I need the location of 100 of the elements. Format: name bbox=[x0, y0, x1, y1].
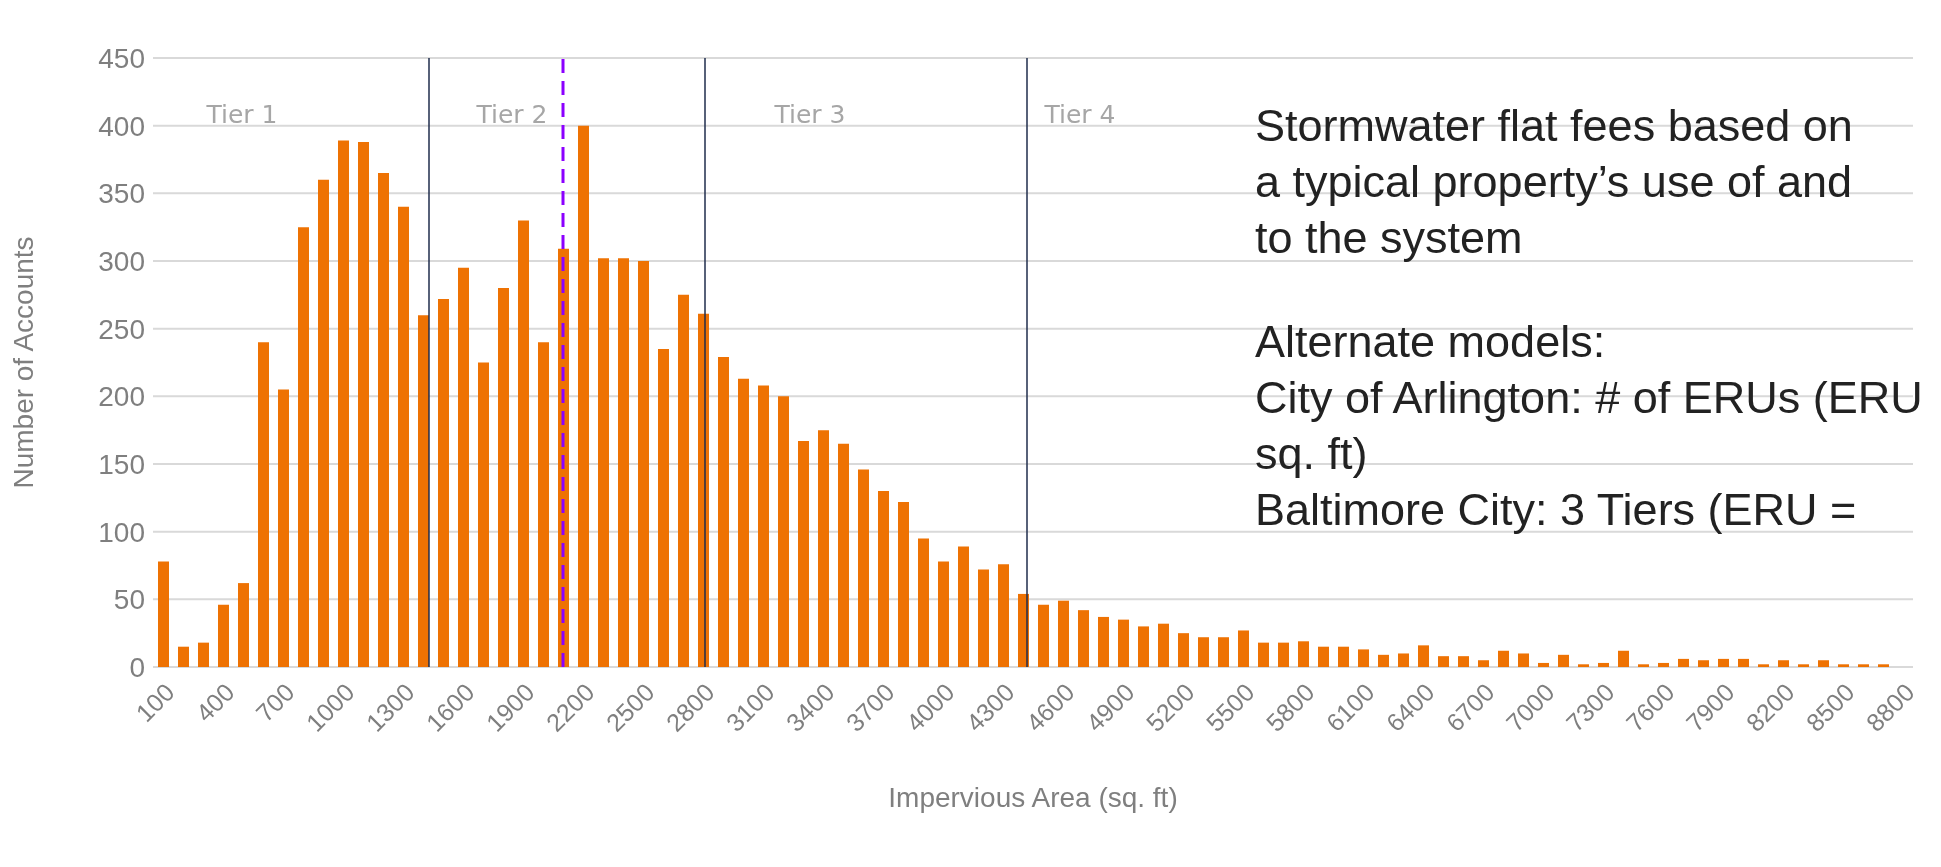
y-tick-label: 400 bbox=[98, 110, 145, 142]
bar bbox=[1618, 650, 1629, 667]
bar bbox=[1858, 664, 1869, 667]
bar bbox=[178, 646, 189, 667]
bar bbox=[798, 440, 809, 667]
bar bbox=[578, 125, 589, 667]
bar bbox=[1138, 626, 1149, 667]
bar bbox=[938, 561, 949, 667]
bar bbox=[1818, 660, 1829, 667]
x-tick-label: 700 bbox=[250, 677, 300, 728]
bar bbox=[1098, 616, 1109, 667]
bar bbox=[1078, 610, 1089, 667]
bar bbox=[1578, 664, 1589, 667]
bar bbox=[738, 378, 749, 667]
bar bbox=[1158, 623, 1169, 667]
bar bbox=[1538, 662, 1549, 667]
bar bbox=[538, 342, 549, 667]
bar bbox=[358, 141, 369, 667]
y-tick-label: 200 bbox=[98, 381, 145, 413]
y-tick-label: 350 bbox=[98, 178, 145, 210]
bar bbox=[1438, 656, 1449, 667]
bar bbox=[598, 258, 609, 667]
bar bbox=[338, 140, 349, 667]
y-tick-label: 150 bbox=[98, 448, 145, 480]
x-axis-title: Impervious Area (sq. ft) bbox=[888, 782, 1178, 813]
bar bbox=[158, 561, 169, 667]
annotation: Tier 2 bbox=[475, 100, 549, 129]
bar bbox=[298, 227, 309, 667]
bar bbox=[1458, 656, 1469, 667]
annotation: Stormwater flat fees based on a typical property’s use of and to the system bbox=[1255, 99, 1854, 265]
bar bbox=[438, 298, 449, 667]
bar bbox=[238, 583, 249, 667]
annotation: Tier 1 bbox=[205, 100, 279, 129]
bar bbox=[1718, 658, 1729, 667]
bar bbox=[898, 501, 909, 667]
bar bbox=[478, 362, 489, 667]
bar bbox=[1038, 604, 1049, 667]
bar bbox=[398, 206, 409, 667]
bar bbox=[1278, 642, 1289, 667]
bar bbox=[218, 604, 229, 667]
y-tick-label: 300 bbox=[98, 245, 145, 277]
x-tick-label: 400 bbox=[190, 677, 240, 728]
bar bbox=[1318, 646, 1329, 667]
bar bbox=[658, 348, 669, 667]
bar bbox=[638, 261, 649, 667]
bar bbox=[1178, 633, 1189, 667]
bar bbox=[1558, 654, 1569, 667]
bar bbox=[1418, 645, 1429, 667]
y-tick-label: 450 bbox=[98, 42, 145, 74]
y-tick-label: 100 bbox=[98, 516, 145, 548]
bar bbox=[1738, 658, 1749, 667]
bar bbox=[1518, 653, 1529, 667]
bar bbox=[278, 389, 289, 667]
bar bbox=[878, 491, 889, 667]
bar bbox=[1338, 646, 1349, 667]
bar bbox=[1198, 637, 1209, 667]
bar bbox=[1058, 600, 1069, 667]
bar bbox=[1398, 653, 1409, 667]
bar bbox=[1598, 662, 1609, 667]
y-tick-label: 50 bbox=[113, 584, 145, 616]
annotation: Tier 3 bbox=[773, 100, 847, 129]
bar bbox=[678, 294, 689, 667]
bar bbox=[1798, 664, 1809, 667]
bar bbox=[918, 538, 929, 667]
bar bbox=[458, 267, 469, 667]
bar bbox=[1218, 637, 1229, 667]
annotation: Tier 4 bbox=[1043, 100, 1117, 129]
bar bbox=[1258, 642, 1269, 667]
bar bbox=[858, 469, 869, 667]
annotation: Alternate models: City of Arlington: # of ERUs (ERU sq. ft) Baltimore City: 3 Tiers (ERU = bbox=[1255, 315, 1923, 537]
bar bbox=[958, 546, 969, 667]
bar bbox=[1118, 619, 1129, 667]
bar bbox=[1378, 654, 1389, 667]
bar bbox=[1478, 660, 1489, 667]
bar bbox=[618, 258, 629, 667]
bar bbox=[1758, 664, 1769, 667]
bar bbox=[778, 396, 789, 667]
bar bbox=[1358, 649, 1369, 667]
y-tick-label: 0 bbox=[129, 651, 145, 683]
bar bbox=[998, 564, 1009, 667]
bar bbox=[318, 179, 329, 667]
bar bbox=[1878, 664, 1889, 667]
bar bbox=[758, 385, 769, 667]
y-tick-label: 250 bbox=[98, 313, 145, 345]
bar bbox=[1778, 660, 1789, 667]
bar bbox=[818, 430, 829, 667]
bar bbox=[1638, 664, 1649, 667]
bar bbox=[718, 357, 729, 667]
bar bbox=[1498, 650, 1509, 667]
bar bbox=[518, 220, 529, 667]
bar bbox=[838, 443, 849, 667]
bar bbox=[1298, 641, 1309, 667]
bar bbox=[378, 173, 389, 667]
bar bbox=[418, 315, 429, 667]
bar bbox=[1838, 664, 1849, 667]
bar bbox=[258, 342, 269, 667]
bar bbox=[1238, 630, 1249, 667]
bar bbox=[1658, 662, 1669, 667]
bar bbox=[198, 642, 209, 667]
bar bbox=[1698, 660, 1709, 667]
